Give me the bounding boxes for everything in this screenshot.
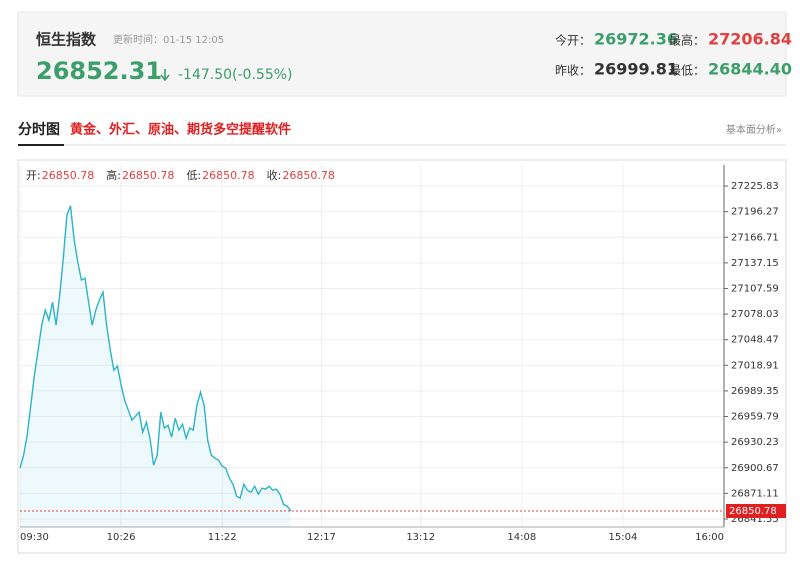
info-label: 高: <box>106 168 121 182</box>
section-title: 分时图 <box>18 121 60 138</box>
stat-value: 26999.81 <box>594 60 678 79</box>
stat-value: 26972.36 <box>594 30 678 49</box>
y-tick-label: 27137.15 <box>731 258 779 269</box>
down-arrow <box>160 69 170 82</box>
info-value: 26850.78 <box>42 169 95 182</box>
price-line <box>19 205 292 512</box>
x-tick-label: 16:00 <box>695 532 724 543</box>
info-value: 26850.78 <box>202 169 255 182</box>
y-tick-label: 27078.03 <box>731 309 779 320</box>
stat-value: 26844.40 <box>708 60 792 79</box>
update-time: 更新时间：01-15 12:05 <box>113 33 224 46</box>
chart-panel <box>17 159 787 554</box>
plot: 27225.83 27196.27 27166.71 27137.15 27107.59… <box>19 165 786 543</box>
x-tick-label: 12:17 <box>307 532 336 543</box>
x-tick-label: 15:04 <box>608 532 637 543</box>
last-price-tag <box>726 503 786 518</box>
y-tick-label: 26930.23 <box>731 437 779 448</box>
y-tick-label: 27018.91 <box>731 360 779 371</box>
y-tick-label: 27196.27 <box>731 207 779 218</box>
x-tick-label: 09:30 <box>20 532 49 543</box>
stat-label: 最低： <box>669 64 705 78</box>
info-label: 低: <box>186 169 201 182</box>
last-price-label: 26850.78 <box>729 506 777 517</box>
info-value: 26850.78 <box>122 169 175 182</box>
quote-panel <box>17 11 787 97</box>
x-tick-label: 11:22 <box>208 532 237 543</box>
y-tick-label: 26989.35 <box>731 386 779 397</box>
index-title: 恒生指数 <box>36 31 97 49</box>
x-tick-label: 14:08 <box>507 532 536 543</box>
info-label: 开: <box>26 169 41 182</box>
y-tick-label: 26841.55 <box>731 514 779 525</box>
y-tick-label: 26871.11 <box>731 488 779 499</box>
x-tick-label: 10:26 <box>107 532 136 543</box>
y-tick-label: 27107.59 <box>731 283 779 294</box>
y-tick-label: 27048.47 <box>731 335 779 346</box>
stat-label: 今开： <box>555 33 591 48</box>
stat-label: 昨收： <box>555 64 591 78</box>
area <box>20 205 291 528</box>
y-tick-label: 26900.67 <box>731 463 779 474</box>
price: 26852.31 <box>36 57 162 85</box>
y-tick-label: 27225.83 <box>731 181 779 192</box>
promo-link[interactable]: 黄金、外汇、原油、期货多空提醒软件 <box>70 122 291 138</box>
analysis-link[interactable]: 基本面分析» <box>726 123 782 136</box>
x-tick-label: 13:12 <box>406 532 435 543</box>
y-tick-label: 26959.79 <box>731 412 779 423</box>
info-label: 收: <box>267 168 282 182</box>
info-line: 开: 26850.78 高: 26850.78 低: 26850.78 收: 26850.78 <box>26 168 335 182</box>
stat-label: 最高： <box>669 33 705 48</box>
info-value: 26850.78 <box>282 169 335 182</box>
change: -147.50(-0.55%) <box>178 67 293 83</box>
stat-value: 27206.84 <box>708 30 792 49</box>
y-tick-label: 27166.71 <box>731 232 779 243</box>
